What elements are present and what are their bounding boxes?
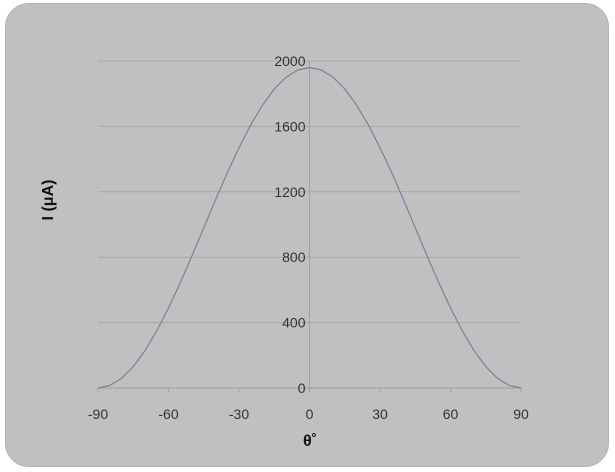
data-point (332, 77, 333, 78)
y-tick-label: 800 (282, 249, 306, 265)
data-point (450, 307, 451, 308)
data-point (203, 227, 204, 228)
tick-labels: 0 400 800 1200 1600 2000 -90 -60 -30 0 30 60 90 (88, 53, 529, 422)
data-point (497, 378, 498, 379)
data-point (344, 88, 345, 89)
x-tick-label: 0 (306, 406, 314, 422)
x-axis-title: θ˚ (303, 433, 317, 450)
data-point (356, 104, 357, 105)
data-point (156, 330, 157, 331)
data-point (191, 255, 192, 256)
data-point (262, 104, 263, 105)
series-line (97, 66, 522, 389)
y-tick-label: 1200 (274, 184, 305, 200)
axes (97, 61, 522, 392)
series-layer (97, 66, 522, 389)
data-point (144, 350, 145, 351)
data-point (168, 307, 169, 308)
data-point (180, 282, 181, 283)
data-point (309, 67, 310, 68)
data-point (391, 172, 392, 173)
data-point (473, 350, 474, 351)
data-point (250, 124, 251, 125)
data-point (462, 330, 463, 331)
data-point (274, 88, 275, 89)
data-point (509, 385, 510, 386)
data-point (485, 366, 486, 367)
data-point (297, 69, 298, 70)
data-point (438, 282, 439, 283)
data-point (285, 77, 286, 78)
data-point (133, 366, 134, 367)
data-point (403, 199, 404, 200)
x-tick-label: 60 (443, 406, 459, 422)
data-point (215, 199, 216, 200)
y-axis-title: I (μA) (40, 180, 57, 221)
data-point (238, 147, 239, 148)
data-point (368, 124, 369, 125)
y-tick-label: 1600 (274, 118, 305, 134)
x-tick-label: 30 (372, 406, 388, 422)
data-point (415, 227, 416, 228)
x-tick-label: -60 (158, 406, 178, 422)
chart-frame (5, 3, 609, 467)
x-tick-label: 90 (513, 406, 529, 422)
x-tick-label: -30 (229, 406, 249, 422)
data-point (121, 378, 122, 379)
data-point (379, 147, 380, 148)
data-point (227, 172, 228, 173)
data-point (321, 69, 322, 70)
y-tick-label: 2000 (274, 53, 305, 69)
y-tick-label: 0 (298, 380, 306, 396)
data-point (426, 255, 427, 256)
x-tick-label: -90 (88, 406, 108, 422)
data-point (520, 387, 521, 388)
y-tick-label: 400 (282, 315, 306, 331)
data-point (109, 385, 110, 386)
data-point (97, 387, 98, 388)
